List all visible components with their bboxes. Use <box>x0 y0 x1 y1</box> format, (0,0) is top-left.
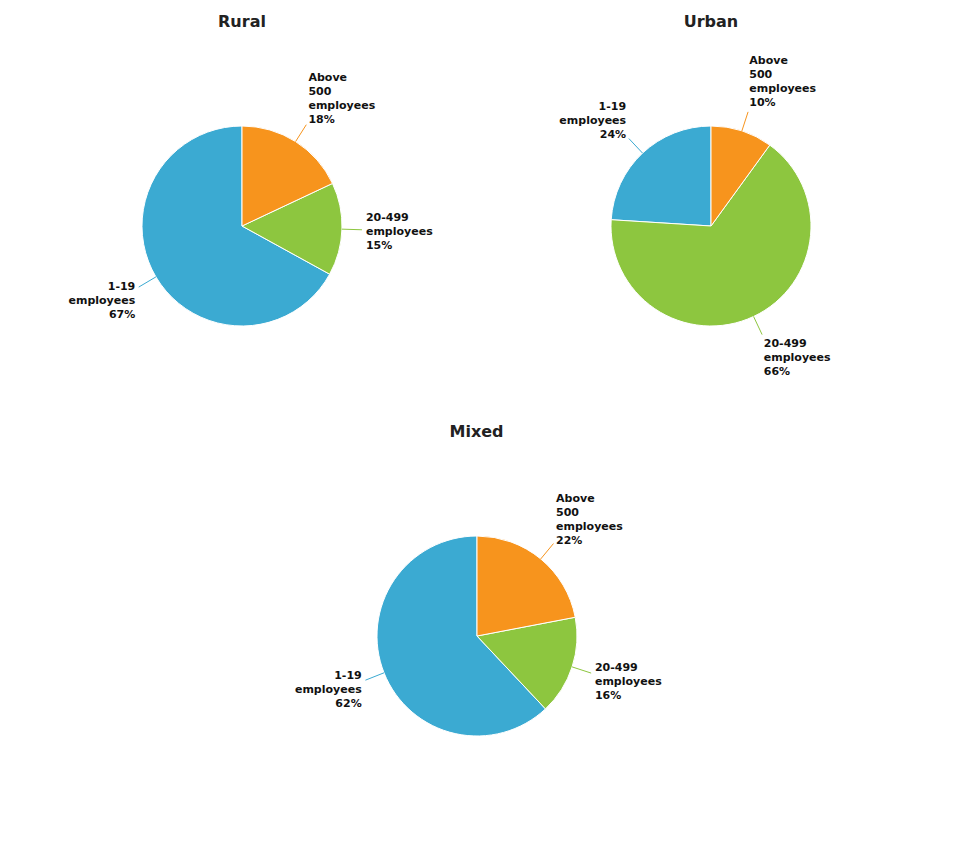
svg-text:Above500employees10%: Above500employees10% <box>749 54 816 109</box>
html-text:Mixed: Mixed <box>449 422 504 441</box>
svg-text:20-499employees15%: 20-499employees15% <box>366 210 433 251</box>
html-text:Urban: Urban <box>683 12 739 31</box>
svg-text:1-19employees62%: 1-19employees62% <box>294 669 361 710</box>
svg-text:Above500employees22%: Above500employees22% <box>556 491 623 546</box>
svg-text:20-499employees16%: 20-499employees16% <box>594 660 661 701</box>
html-text:Rural: Rural <box>218 12 266 31</box>
svg-text:20-499employees66%: 20-499employees66% <box>764 337 831 378</box>
svg-text:Above500employees18%: Above500employees18% <box>308 70 375 125</box>
svg-text:1-19employees67%: 1-19employees67% <box>69 279 136 320</box>
svg-text:1-19employees24%: 1-19employees24% <box>559 100 626 141</box>
